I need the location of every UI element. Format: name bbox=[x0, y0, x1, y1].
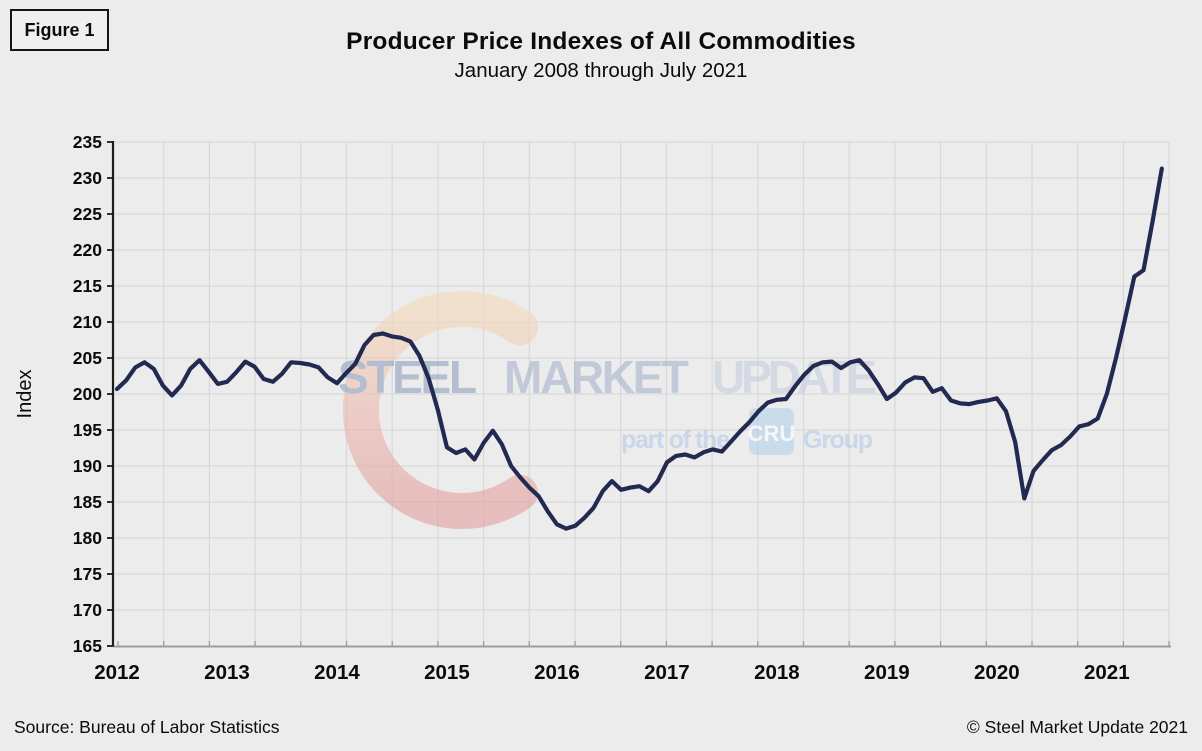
x-tick-label: 2021 bbox=[1084, 661, 1130, 684]
y-tick-label: 225 bbox=[73, 204, 102, 224]
figure-label: Figure 1 bbox=[24, 19, 95, 40]
y-tick-label: 190 bbox=[73, 456, 102, 476]
y-tick-label: 180 bbox=[73, 528, 102, 548]
x-tick-label: 2016 bbox=[534, 661, 580, 684]
y-tick-label: 215 bbox=[73, 276, 102, 296]
y-axis-title: Index bbox=[14, 370, 36, 419]
source-note: Source: Bureau of Labor Statistics bbox=[14, 717, 280, 737]
chart-title: Producer Price Indexes of All Commoditie… bbox=[346, 28, 856, 55]
x-tick-label: 2014 bbox=[314, 661, 360, 684]
y-tick-label: 210 bbox=[73, 312, 102, 332]
y-tick-label: 170 bbox=[73, 600, 102, 620]
y-tick-label: 220 bbox=[73, 240, 102, 260]
y-tick-label: 205 bbox=[73, 348, 102, 368]
cru-badge bbox=[749, 408, 794, 455]
x-tick-label: 2017 bbox=[644, 661, 690, 684]
cru-badge-label: CRU bbox=[748, 421, 796, 446]
x-tick-label: 2019 bbox=[864, 661, 910, 684]
y-tick-label: 185 bbox=[73, 492, 102, 512]
y-tick-label: 200 bbox=[73, 384, 102, 404]
y-tick-label: 195 bbox=[73, 420, 102, 440]
y-tick-label: 165 bbox=[73, 636, 102, 656]
watermark-word-steel: STEEL bbox=[338, 351, 477, 403]
smu-crescent-logo bbox=[343, 291, 538, 529]
figure-label-box: Figure 1 bbox=[10, 9, 109, 51]
y-tick-label: 230 bbox=[73, 168, 102, 188]
x-tick-label: 2015 bbox=[424, 661, 470, 684]
copyright-note: © Steel Market Update 2021 bbox=[966, 717, 1188, 737]
watermark-word-market: MARKET bbox=[504, 351, 689, 403]
y-tick-label: 235 bbox=[73, 132, 102, 152]
chart-subtitle: January 2008 through July 2021 bbox=[454, 59, 748, 82]
x-tick-label: 2013 bbox=[204, 661, 250, 684]
ppi-series-line bbox=[114, 166, 1164, 531]
watermark-word-update: UPDATE bbox=[712, 351, 877, 403]
watermark-tagline-suffix: Group bbox=[803, 426, 873, 454]
y-tick-label: 175 bbox=[73, 564, 102, 584]
x-tick-label: 2020 bbox=[974, 661, 1020, 684]
x-tick-label: 2018 bbox=[754, 661, 800, 684]
x-tick-label: 2012 bbox=[94, 661, 140, 684]
